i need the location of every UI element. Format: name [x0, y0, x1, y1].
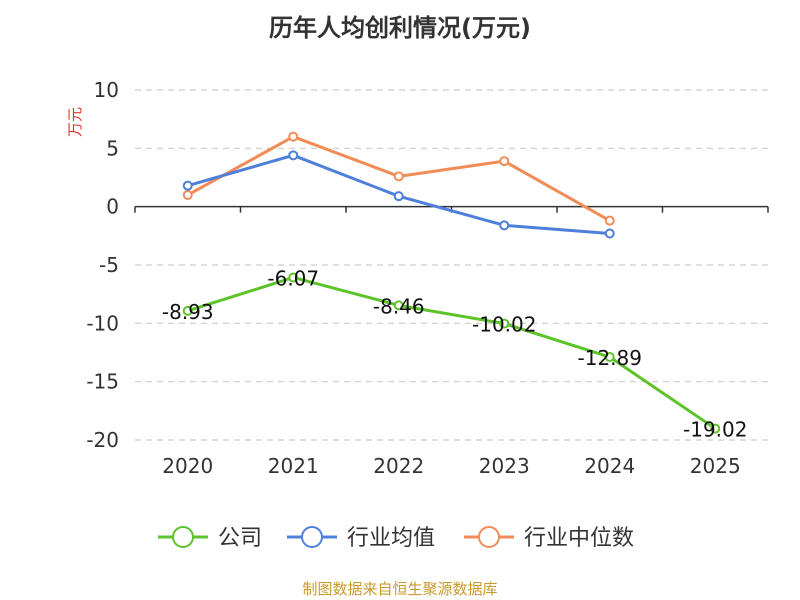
data-point	[288, 150, 299, 161]
data-point	[393, 300, 404, 311]
data-point	[182, 190, 193, 200]
data-point	[288, 272, 299, 283]
y-tick-label: -10	[86, 311, 119, 335]
y-tick-label: 10	[94, 78, 119, 102]
legend-marker	[301, 526, 323, 548]
y-tick-label: -15	[86, 370, 119, 394]
data-label: -8.93	[162, 300, 214, 324]
data-label: -10.02	[472, 313, 536, 337]
data-point	[288, 131, 299, 142]
y-axis-title: 万元	[66, 107, 84, 137]
data-point	[604, 215, 615, 226]
data-label: -12.89	[578, 346, 642, 370]
legend-marker	[478, 526, 500, 548]
series-line	[187, 275, 717, 430]
chart-title: 历年人均创利情况(万元)	[269, 14, 531, 42]
data-label: -8.46	[373, 294, 425, 318]
x-tick-label: 2023	[479, 454, 530, 478]
data-point	[393, 171, 404, 182]
data-point	[710, 423, 721, 434]
series-1	[182, 150, 615, 239]
x-tick-label: 2022	[373, 454, 424, 478]
legend-label: 行业均值	[347, 526, 435, 551]
source-note: 制图数据来自恒生聚源数据库	[302, 580, 498, 598]
legend-label: 行业中位数	[524, 526, 634, 551]
legend-label: 公司	[218, 526, 262, 551]
y-tick-label: -5	[99, 253, 119, 277]
data-point	[182, 180, 193, 191]
legend-item: 行业均值	[287, 526, 435, 551]
data-point	[182, 305, 193, 316]
y-tick-label: -20	[86, 428, 119, 452]
data-label: -19.02	[683, 418, 747, 442]
data-point	[499, 318, 510, 329]
x-tick-label: 2025	[690, 454, 741, 478]
legend-item: 公司	[158, 526, 262, 551]
series-2	[182, 131, 615, 226]
legend-marker	[172, 526, 194, 548]
data-point	[499, 156, 510, 167]
data-point	[604, 352, 615, 363]
y-tick-label: 5	[106, 136, 119, 160]
data-point	[604, 228, 615, 239]
legend-item: 行业中位数	[464, 526, 634, 551]
x-tick-label: 2024	[584, 454, 635, 478]
x-tick-label: 2021	[268, 454, 319, 478]
series-0: -8.93 -6.07 -8.46 -10.02 -12.89 -19.02	[162, 266, 748, 441]
x-tick-label: 2020	[162, 454, 213, 478]
data-point	[499, 220, 510, 231]
data-label: -6.07	[267, 266, 319, 290]
y-tick-label: 0	[106, 195, 119, 219]
data-point	[393, 191, 404, 202]
